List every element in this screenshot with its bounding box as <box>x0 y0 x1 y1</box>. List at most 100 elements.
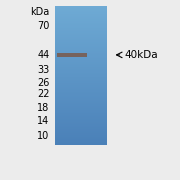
Bar <box>55 75 107 76</box>
Bar <box>55 73 107 74</box>
Bar <box>55 60 107 61</box>
Bar <box>55 30 107 31</box>
Bar <box>55 80 107 81</box>
Bar <box>55 40 107 41</box>
Bar <box>55 24 107 25</box>
Bar <box>55 31 107 32</box>
Bar <box>55 52 107 53</box>
Text: kDa: kDa <box>30 7 50 17</box>
Bar <box>55 95 107 96</box>
Bar <box>55 125 107 126</box>
Text: 40kDa: 40kDa <box>124 50 158 60</box>
Bar <box>55 68 107 69</box>
Bar <box>55 123 107 124</box>
Bar <box>55 82 107 83</box>
Bar <box>55 138 107 139</box>
Bar <box>55 108 107 109</box>
Bar <box>55 19 107 20</box>
Bar <box>55 130 107 131</box>
Bar <box>55 96 107 97</box>
Bar <box>55 87 107 88</box>
Bar <box>55 75 107 76</box>
Text: 33: 33 <box>37 65 50 75</box>
Bar <box>55 28 107 29</box>
Bar <box>55 23 107 24</box>
Bar <box>55 64 107 66</box>
Bar <box>55 143 107 144</box>
Bar <box>55 136 107 137</box>
Bar <box>55 98 107 99</box>
Bar <box>55 131 107 132</box>
Bar <box>55 112 107 113</box>
Bar <box>55 116 107 117</box>
Bar <box>55 32 107 33</box>
Bar <box>55 92 107 93</box>
Bar <box>55 66 107 67</box>
Bar <box>55 79 107 80</box>
Bar <box>55 120 107 121</box>
Bar <box>55 121 107 122</box>
Bar <box>55 141 107 142</box>
Bar <box>55 63 107 64</box>
Text: 70: 70 <box>37 21 50 31</box>
Bar <box>55 25 107 26</box>
Bar <box>55 109 107 110</box>
Bar <box>55 91 107 92</box>
Bar <box>55 99 107 101</box>
Bar <box>55 43 107 44</box>
Bar <box>55 71 107 72</box>
Bar <box>55 26 107 28</box>
Text: Western Blot: Western Blot <box>70 0 146 2</box>
Bar <box>55 8 107 9</box>
Bar <box>57 53 87 57</box>
Bar <box>55 101 107 102</box>
Text: 18: 18 <box>37 103 50 113</box>
Bar <box>55 41 107 42</box>
Bar <box>55 77 107 78</box>
Bar <box>55 102 107 103</box>
Bar <box>55 9 107 10</box>
Bar <box>55 11 107 12</box>
Bar <box>55 67 107 68</box>
Bar <box>55 59 107 60</box>
Text: 14: 14 <box>37 116 50 127</box>
Bar <box>55 129 107 130</box>
Bar <box>55 53 107 54</box>
Bar <box>55 83 107 84</box>
Bar <box>55 97 107 98</box>
Bar <box>55 44 107 45</box>
Bar <box>55 69 107 70</box>
Bar <box>55 35 107 36</box>
Bar <box>55 90 107 91</box>
Bar <box>55 61 107 62</box>
Bar <box>55 47 107 48</box>
Bar <box>55 15 107 16</box>
Bar <box>55 34 107 35</box>
Bar <box>55 111 107 112</box>
Bar <box>55 54 107 55</box>
Bar <box>55 136 107 138</box>
Bar <box>55 124 107 125</box>
Bar <box>55 42 107 43</box>
Text: 44: 44 <box>37 50 50 60</box>
Bar <box>55 55 107 56</box>
Bar <box>55 94 107 95</box>
Bar <box>55 26 107 27</box>
Bar <box>55 46 107 47</box>
Bar <box>55 105 107 106</box>
Bar <box>55 107 107 108</box>
Bar <box>55 139 107 140</box>
Bar <box>55 48 107 49</box>
Bar <box>55 132 107 133</box>
Bar <box>55 128 107 129</box>
Bar <box>55 87 107 89</box>
Bar <box>55 81 107 82</box>
Bar <box>55 38 107 39</box>
Bar <box>55 85 107 86</box>
Bar <box>55 126 107 127</box>
Text: 10: 10 <box>37 131 50 141</box>
Bar <box>55 74 107 75</box>
Bar <box>55 65 107 66</box>
Bar <box>55 29 107 30</box>
Bar <box>55 70 107 71</box>
